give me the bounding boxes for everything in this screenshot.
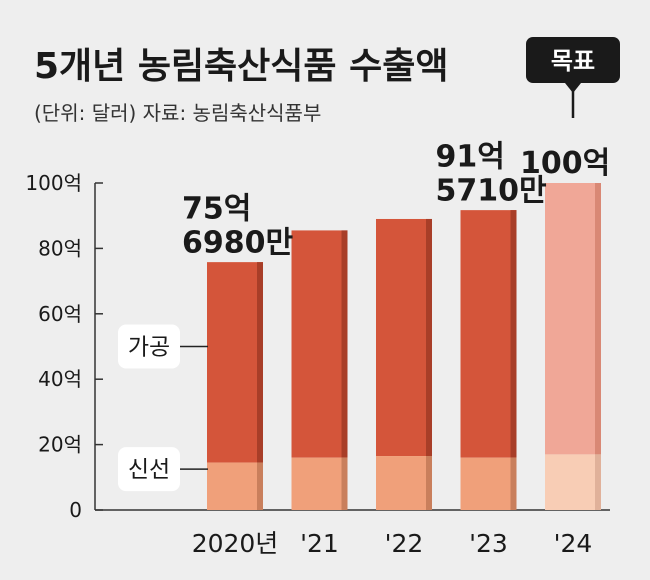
bar-processed-side — [257, 262, 263, 463]
bar-processed-side — [341, 230, 348, 458]
target-callout-label: 목표 — [551, 47, 595, 75]
bar-fresh — [376, 456, 432, 510]
data-label: 6980만 — [182, 225, 293, 260]
x-tick-label: '24 — [554, 529, 593, 558]
x-tick-label: '21 — [300, 529, 339, 558]
data-label: 100억 — [520, 146, 610, 181]
legend-fresh-label: 신선 — [128, 457, 170, 483]
bar-fresh — [291, 457, 348, 510]
y-tick-label: 40억 — [38, 367, 82, 391]
data-label: 91억 — [436, 140, 505, 175]
target-callout-pointer — [565, 83, 581, 93]
y-tick-label: 20억 — [38, 433, 82, 457]
chart-title: 5개년 농림축산식품 수출액 — [34, 46, 448, 87]
bar-processed-side — [510, 210, 517, 458]
legend-processed-label: 가공 — [128, 335, 170, 361]
bar-layer — [207, 183, 601, 510]
target-callout-box — [526, 37, 620, 83]
axis-layer: 0 20억 40억 60억 80억 100억 — [25, 171, 610, 522]
data-label: 75억 — [182, 191, 251, 226]
bar-processed-side — [426, 218, 432, 457]
chart-subtitle: (단위: 달러) 자료: 농림축산식품부 — [34, 101, 321, 125]
x-tick-label: '22 — [385, 529, 424, 558]
bar-fresh-side — [595, 454, 601, 510]
bar-fresh-side — [426, 456, 432, 510]
data-label: 5710만 — [436, 174, 547, 209]
bar-processed — [207, 262, 263, 463]
y-tick-label: 60억 — [38, 302, 82, 326]
legend-processed-box — [118, 324, 180, 369]
bar-fresh — [545, 454, 601, 510]
legend-fresh-box — [118, 447, 180, 492]
bar-fresh — [207, 462, 263, 510]
bar-fresh-side — [510, 457, 517, 510]
bar-processed — [291, 230, 348, 458]
bar-fresh — [460, 457, 517, 510]
bar-fresh-side — [341, 457, 348, 510]
bar-processed — [376, 218, 432, 457]
bar-fresh-side — [257, 462, 263, 510]
x-tick-label: '23 — [469, 529, 508, 558]
y-tick-label: 100억 — [25, 171, 82, 195]
x-tick-label: 2020년 — [192, 529, 279, 558]
bar-processed — [545, 183, 601, 455]
bar-processed — [460, 210, 517, 458]
bar-processed-side — [595, 183, 601, 455]
y-tick-label: 0 — [69, 498, 82, 522]
y-tick-label: 80억 — [38, 236, 82, 260]
